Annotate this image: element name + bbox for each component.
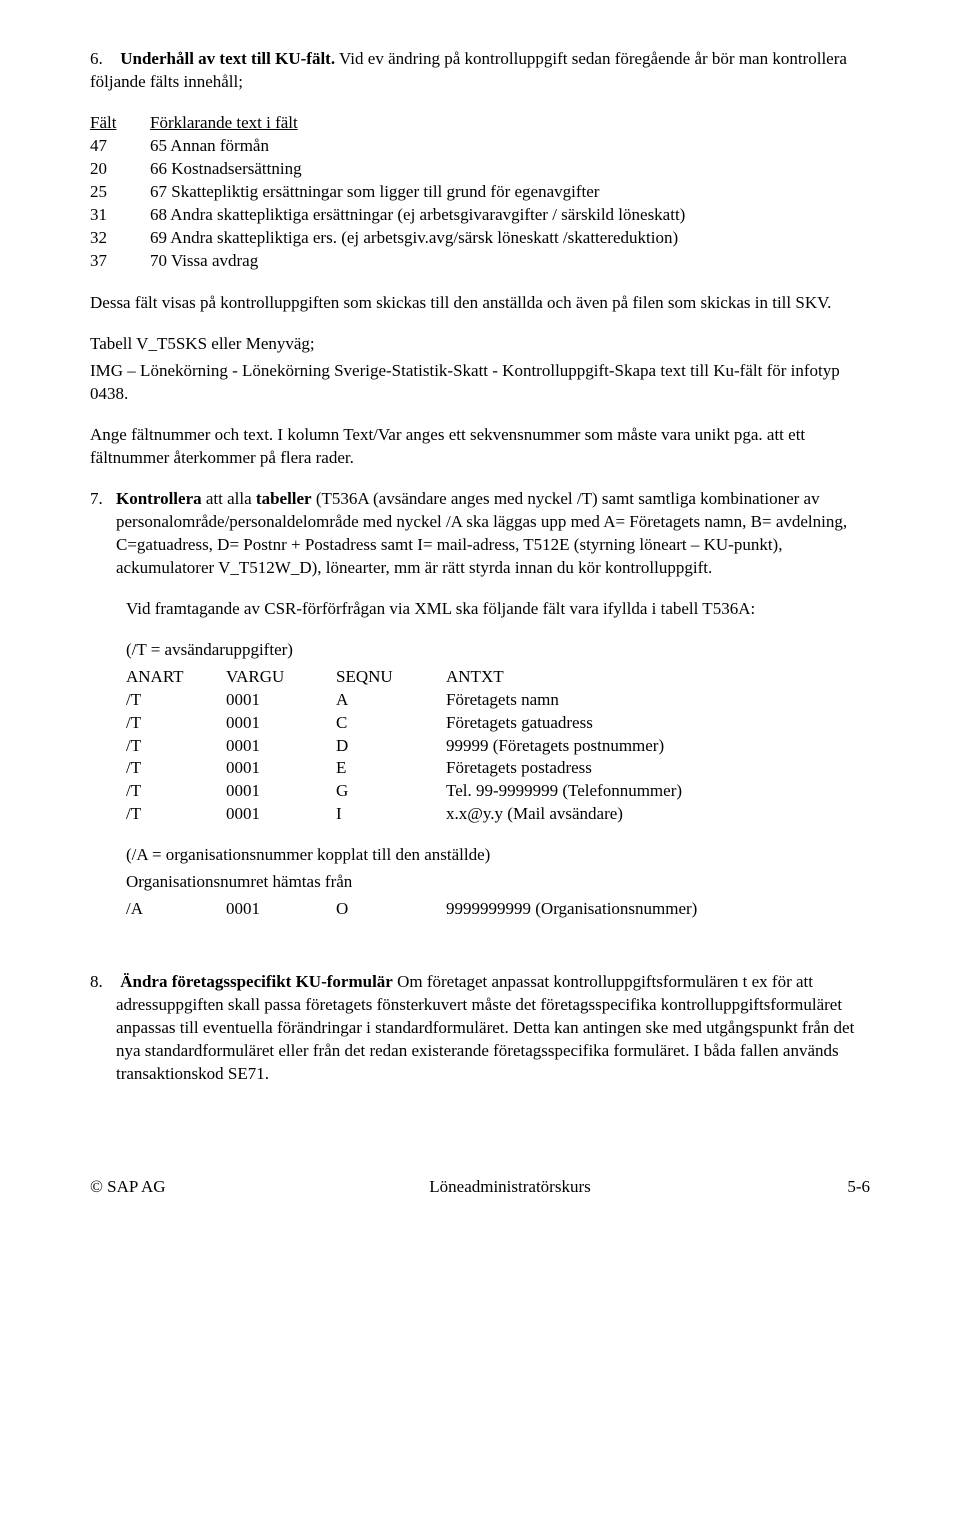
hdr-vargu: VARGU	[226, 666, 336, 689]
falt-cell-text: 69 Andra skattepliktiga ers. (ej arbetsg…	[150, 227, 870, 250]
table-cell: Företagets gatuadress	[446, 712, 870, 735]
table-cell: 0001	[226, 712, 336, 735]
table-cell: E	[336, 757, 446, 780]
footer-right: 5-6	[790, 1176, 870, 1199]
groupA-caption1: (/A = organisationsnummer kopplat till d…	[126, 844, 870, 867]
falt-header-text: Förklarande text i fält	[150, 112, 870, 135]
section-6-number: 6.	[90, 48, 116, 71]
section6-after2: Tabell V_T5SKS eller Menyväg;	[90, 333, 870, 356]
table-row: /T0001GTel. 99-9999999 (Telefonnummer)	[126, 780, 870, 803]
table-row: /T0001D99999 (Företagets postnummer)	[126, 735, 870, 758]
section-7-number: 7.	[90, 488, 116, 511]
page-footer: © SAP AG Löneadministratörskurs 5-6	[90, 1176, 870, 1199]
table-cell: /A	[126, 898, 226, 921]
section-7-lead-mid1: att alla	[202, 489, 256, 508]
table-row: /T0001AFöretagets namn	[126, 689, 870, 712]
table-cell: 0001	[226, 689, 336, 712]
table-cell: /T	[126, 689, 226, 712]
table-row: /T0001Ix.x@y.y (Mail avsändare)	[126, 803, 870, 826]
footer-left: © SAP AG	[90, 1176, 230, 1199]
falt-table-header: Fält Förklarande text i fält	[90, 112, 870, 135]
falt-cell-text: 65 Annan förmån	[150, 135, 870, 158]
table-cell: /T	[126, 757, 226, 780]
table-row: /T0001CFöretagets gatuadress	[126, 712, 870, 735]
section-6-title: Underhåll av text till KU-fält.	[120, 49, 335, 68]
footer-mid: Löneadministratörskurs	[230, 1176, 790, 1199]
table-cell: 0001	[226, 780, 336, 803]
table-cell: G	[336, 780, 446, 803]
falt-cell-falt: 37	[90, 250, 150, 273]
falt-cell-falt: 31	[90, 204, 150, 227]
falt-table-row: 4765 Annan förmån	[90, 135, 870, 158]
section-8-lead-bold: Ändra företagsspecifikt KU-formulär	[120, 972, 393, 991]
section-7-paragraph1: 7.Kontrollera att alla tabeller (T536A (…	[90, 488, 870, 580]
falt-cell-text: 70 Vissa avdrag	[150, 250, 870, 273]
hdr-antxt: ANTXT	[446, 666, 870, 689]
section6-after4: Ange fältnummer och text. I kolumn Text/…	[90, 424, 870, 470]
table-cell: /T	[126, 735, 226, 758]
section-8: 8. Ändra företagsspecifikt KU-formulär O…	[90, 971, 870, 1086]
section-8-number: 8.	[90, 971, 116, 994]
falt-cell-falt: 20	[90, 158, 150, 181]
table-cell: I	[336, 803, 446, 826]
falt-cell-falt: 32	[90, 227, 150, 250]
table-cell: C	[336, 712, 446, 735]
table-cell: Företagets postadress	[446, 757, 870, 780]
falt-cell-falt: 47	[90, 135, 150, 158]
table-cell: /T	[126, 803, 226, 826]
groupT-caption: (/T = avsändaruppgifter)	[126, 639, 870, 662]
hdr-seqnu: SEQNU	[336, 666, 446, 689]
table-row: /A0001O9999999999 (Organisationsnummer)	[126, 898, 870, 921]
groupA-caption2: Organisationsnumret hämtas från	[126, 871, 870, 894]
table-cell: /T	[126, 780, 226, 803]
table-cell: x.x@y.y (Mail avsändare)	[446, 803, 870, 826]
section-6-heading: 6. Underhåll av text till KU-fält. Vid e…	[90, 48, 870, 94]
falt-table-row: 2567 Skattepliktig ersättningar som ligg…	[90, 181, 870, 204]
table-cell: Tel. 99-9999999 (Telefonnummer)	[446, 780, 870, 803]
falt-table-row: 2066 Kostnadsersättning	[90, 158, 870, 181]
table-cell: 0001	[226, 803, 336, 826]
hdr-anart: ANART	[126, 666, 226, 689]
table-cell: 0001	[226, 735, 336, 758]
table-cell: O	[336, 898, 446, 921]
table-cell: 0001	[226, 898, 336, 921]
falt-header-falt: Fält	[90, 112, 150, 135]
table-cell: Företagets namn	[446, 689, 870, 712]
section-7-lead-bold2: tabeller	[256, 489, 312, 508]
falt-table-row: 3770 Vissa avdrag	[90, 250, 870, 273]
table-cell: 0001	[226, 757, 336, 780]
falt-table-row: 3269 Andra skattepliktiga ers. (ej arbet…	[90, 227, 870, 250]
section-7-body2: Vid framtagande av CSR-förförfrågan via …	[126, 598, 870, 621]
falt-table-row: 3168 Andra skattepliktiga ersättningar (…	[90, 204, 870, 227]
section-7-body2-wrap: Vid framtagande av CSR-förförfrågan via …	[90, 598, 870, 921]
falt-table: Fält Förklarande text i fält 4765 Annan …	[90, 112, 870, 273]
falt-cell-text: 68 Andra skattepliktiga ersättningar (ej…	[150, 204, 870, 227]
table-cell: /T	[126, 712, 226, 735]
section-7-lead-bold1: Kontrollera	[116, 489, 202, 508]
falt-cell-text: 67 Skattepliktig ersättningar som ligger…	[150, 181, 870, 204]
section6-after3: IMG – Lönekörning - Lönekörning Sverige-…	[90, 360, 870, 406]
groupT-header: ANART VARGU SEQNU ANTXT	[126, 666, 870, 689]
table-cell: 9999999999 (Organisationsnummer)	[446, 898, 870, 921]
section6-after1: Dessa fält visas på kontrolluppgiften so…	[90, 292, 870, 315]
falt-cell-falt: 25	[90, 181, 150, 204]
table-row: /T0001EFöretagets postadress	[126, 757, 870, 780]
table-cell: A	[336, 689, 446, 712]
table-cell: D	[336, 735, 446, 758]
falt-cell-text: 66 Kostnadsersättning	[150, 158, 870, 181]
table-cell: 99999 (Företagets postnummer)	[446, 735, 870, 758]
